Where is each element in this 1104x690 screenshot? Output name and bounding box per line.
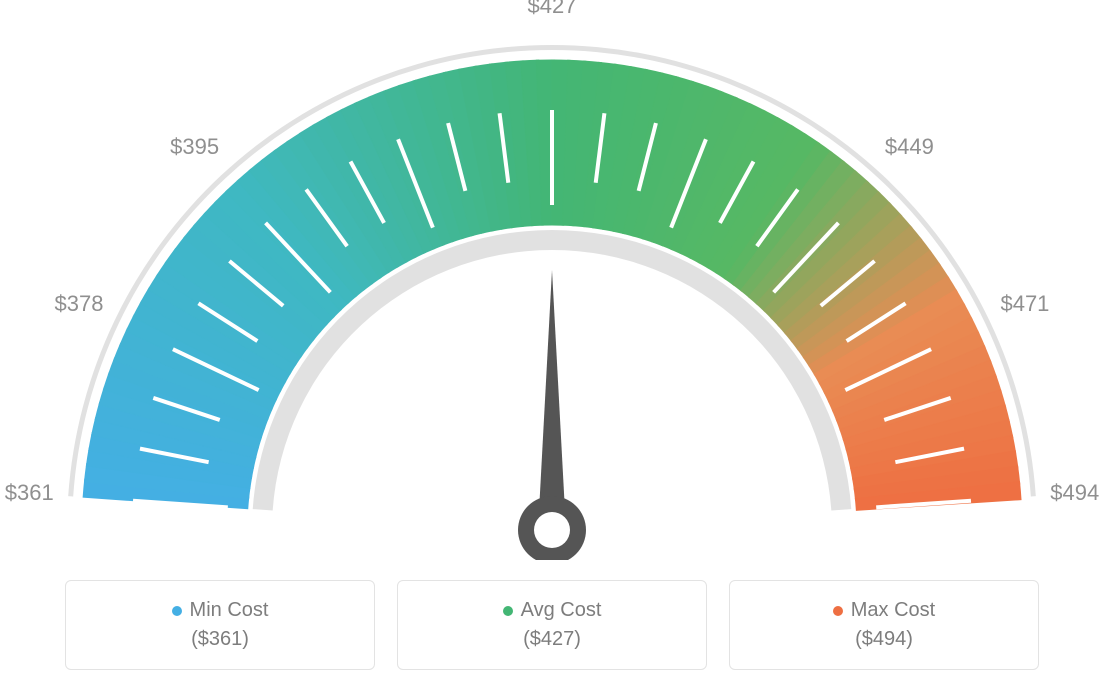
gauge-tick-label: $361	[5, 480, 54, 506]
legend-dot-avg	[503, 606, 513, 616]
legend-title-max: Max Cost	[833, 599, 935, 622]
legend-label-avg: Avg Cost	[521, 599, 602, 622]
legend-card-min: Min Cost ($361)	[65, 580, 375, 670]
gauge-tick-label: $378	[55, 291, 104, 317]
legend-value-avg: ($427)	[523, 628, 581, 651]
legend-dot-min	[172, 606, 182, 616]
legend-value-min: ($361)	[191, 628, 249, 651]
gauge-tick-label: $449	[885, 134, 934, 160]
gauge-tick-label: $494	[1050, 480, 1099, 506]
gauge-tick-label: $395	[170, 134, 219, 160]
gauge-tick-label: $427	[528, 0, 577, 19]
gauge-svg	[0, 0, 1104, 560]
legend-label-max: Max Cost	[851, 599, 935, 622]
legend-title-min: Min Cost	[172, 599, 269, 622]
legend-row: Min Cost ($361) Avg Cost ($427) Max Cost…	[0, 580, 1104, 670]
legend-title-avg: Avg Cost	[503, 599, 602, 622]
legend-value-max: ($494)	[855, 628, 913, 651]
gauge-chart: $361 $378 $395 $427 $449 $471 $494	[0, 0, 1104, 560]
legend-dot-max	[833, 606, 843, 616]
gauge-needle-hub-inner	[534, 512, 570, 548]
legend-card-max: Max Cost ($494)	[729, 580, 1039, 670]
gauge-tick-label: $471	[1000, 291, 1049, 317]
gauge-needle	[538, 270, 566, 530]
legend-card-avg: Avg Cost ($427)	[397, 580, 707, 670]
legend-label-min: Min Cost	[190, 599, 269, 622]
